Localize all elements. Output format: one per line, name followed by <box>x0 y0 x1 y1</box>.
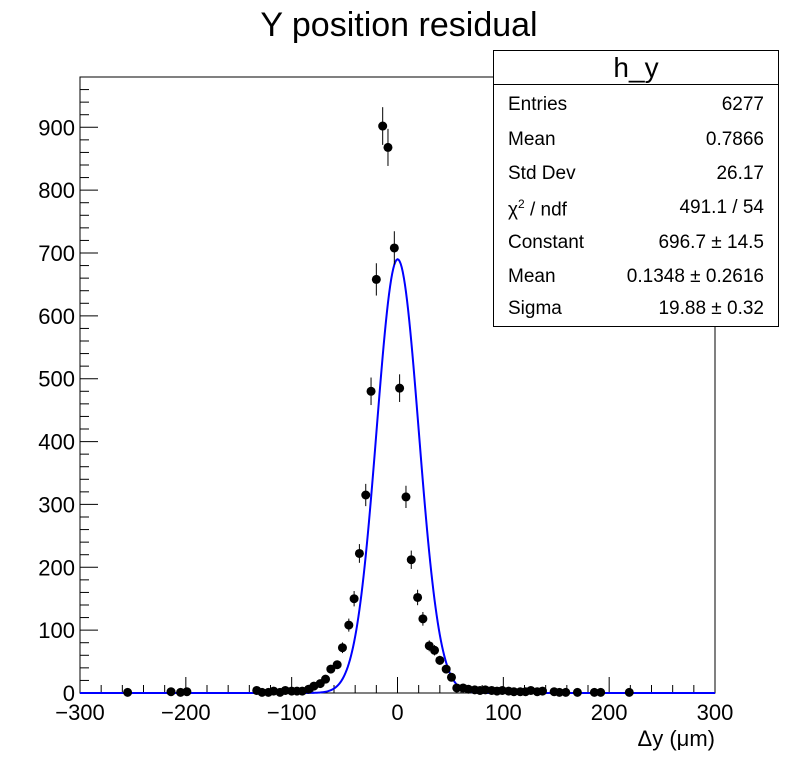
data-point <box>321 674 331 684</box>
stats-row-constant: Constant 696.7 ± 14.5 <box>494 225 778 259</box>
stats-row-fit-mean: Mean 0.1348 ± 0.2616 <box>494 259 778 293</box>
x-tick-label: −200 <box>161 700 211 725</box>
stats-value-chi2-ndf: 491.1 / 54 <box>679 197 764 218</box>
data-point <box>349 594 359 604</box>
data-point <box>401 492 411 502</box>
data-point <box>446 672 456 682</box>
stats-title: h_y <box>494 51 778 85</box>
chart-title: Y position residual <box>260 6 537 44</box>
stats-label-std-dev: Std Dev <box>508 163 576 184</box>
data-point <box>332 660 342 670</box>
y-tick-label: 200 <box>38 555 75 580</box>
data-point <box>383 142 393 152</box>
data-point <box>361 490 371 500</box>
stats-row-mean: Mean 0.7866 <box>494 122 778 156</box>
data-point <box>435 655 445 665</box>
x-tick-label: 100 <box>485 700 522 725</box>
data-point <box>509 687 519 697</box>
data-point <box>344 620 354 630</box>
data-point <box>441 664 451 674</box>
stats-value-mean: 0.7866 <box>705 129 764 150</box>
data-point <box>452 683 462 693</box>
data-point <box>395 383 405 393</box>
data-point <box>166 687 176 697</box>
y-tick-label: 600 <box>38 304 75 329</box>
data-point <box>537 686 547 696</box>
y-tick-label: 100 <box>38 618 75 643</box>
y-tick-label: 700 <box>38 241 75 266</box>
y-tick-label: 400 <box>38 430 75 455</box>
data-point <box>389 243 399 253</box>
y-tick-label: 0 <box>63 681 75 706</box>
data-point <box>354 548 364 558</box>
x-tick-label: −300 <box>55 700 105 725</box>
stats-value-entries: 6277 <box>721 94 764 115</box>
data-point <box>123 687 133 697</box>
x-tick-label: 0 <box>391 700 403 725</box>
stats-label-mean: Mean <box>508 129 556 150</box>
x-tick-label: 300 <box>697 700 734 725</box>
stats-label-chi2-ndf: χ2 / ndf <box>508 197 567 221</box>
axis-tick-labels: −300 −200 −100 0 100 200 300 0 100 200 300 400 500 60… <box>38 115 733 725</box>
data-point <box>337 643 347 653</box>
x-axis-label: Δy (μm) <box>638 726 715 751</box>
stats-row-entries: Entries 6277 <box>494 87 778 121</box>
stats-label-entries: Entries <box>508 94 568 115</box>
data-points <box>123 107 634 697</box>
data-point <box>624 687 634 697</box>
data-point <box>589 687 599 697</box>
chi-ndf-text: / ndf <box>524 199 567 221</box>
stats-label-constant: Constant <box>508 232 585 253</box>
data-point <box>418 614 428 624</box>
data-point <box>371 274 381 284</box>
chi-symbol: χ <box>508 199 518 221</box>
stats-row-chi2-ndf: χ2 / ndf 491.1 / 54 <box>494 190 778 224</box>
data-point <box>406 555 416 565</box>
data-point <box>378 121 388 131</box>
data-point <box>257 687 267 697</box>
y-tick-label: 500 <box>38 367 75 392</box>
stats-label-sigma: Sigma <box>508 298 562 319</box>
stats-value-std-dev: 26.17 <box>716 163 764 184</box>
chi-exponent: 2 <box>517 197 525 211</box>
stats-value-sigma: 19.88 ± 0.32 <box>658 298 764 319</box>
stats-label-fit-mean: Mean <box>508 266 556 287</box>
x-tick-label: 200 <box>591 700 628 725</box>
stats-box: h_y Entries 6277 Mean 0.7866 Std Dev 26.… <box>493 50 779 327</box>
y-tick-label: 900 <box>38 115 75 140</box>
data-point <box>561 687 571 697</box>
x-tick-label: −100 <box>267 700 317 725</box>
stats-row-sigma: Sigma 19.88 ± 0.32 <box>494 291 778 325</box>
data-point <box>430 645 440 655</box>
data-point <box>413 592 423 602</box>
stats-value-fit-mean: 0.1348 ± 0.2616 <box>626 266 764 287</box>
stats-value-constant: 696.7 ± 14.5 <box>658 232 764 253</box>
data-point <box>554 687 564 697</box>
y-tick-label: 300 <box>38 492 75 517</box>
data-point <box>326 664 336 674</box>
data-point <box>366 386 376 396</box>
data-point <box>182 687 192 697</box>
stats-row-std-dev: Std Dev 26.17 <box>494 156 778 190</box>
y-tick-label: 800 <box>38 178 75 203</box>
data-point <box>596 687 606 697</box>
data-point <box>572 687 582 697</box>
